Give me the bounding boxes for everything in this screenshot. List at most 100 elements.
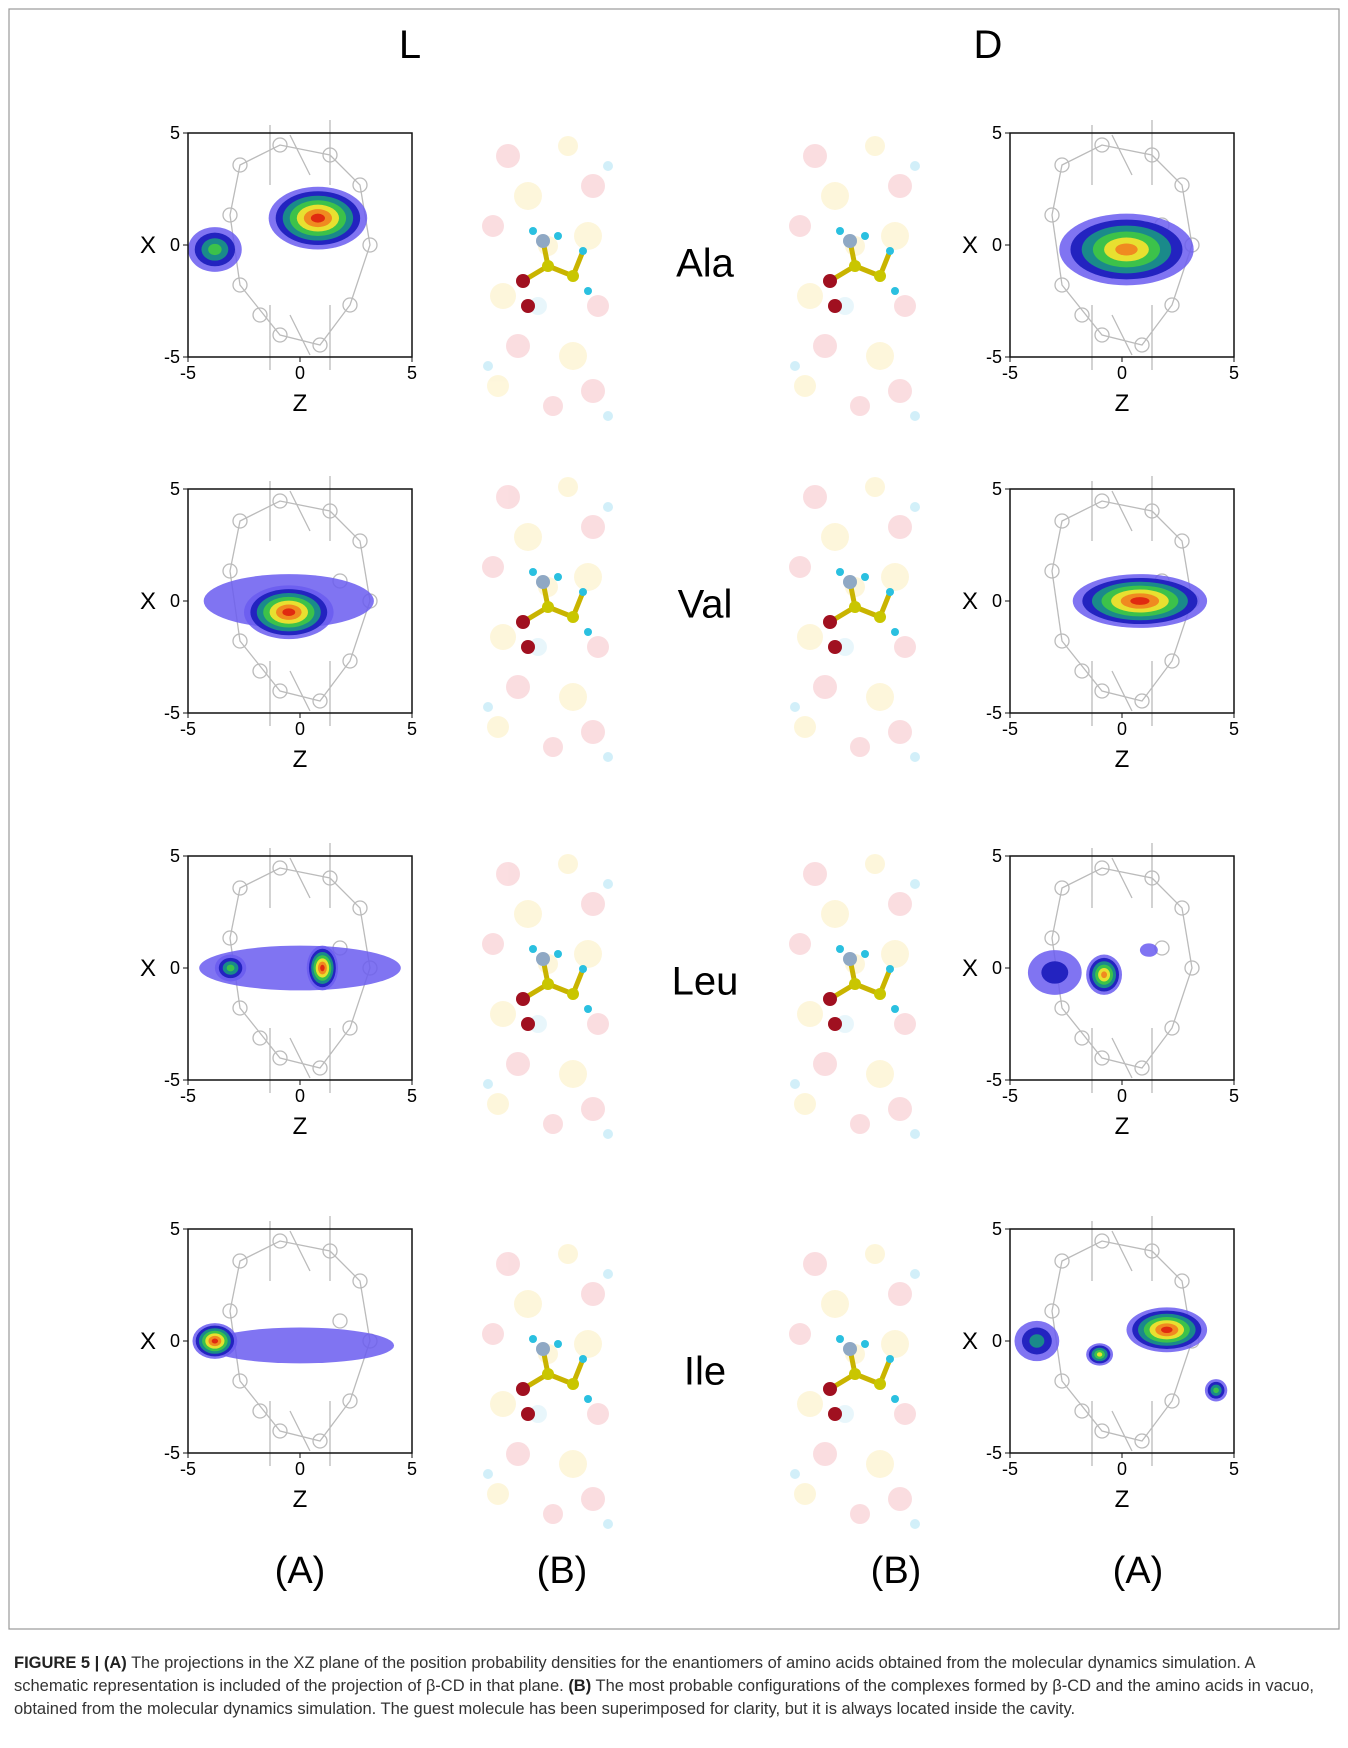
x-axis-label: Z [1115,390,1130,417]
figure-border [8,8,1340,1630]
density-contour [211,1338,219,1344]
density-contour [1213,1387,1219,1394]
panel-label: (B) [537,1550,588,1592]
y-axis-label: X [962,1328,978,1355]
x-tick-label: 0 [1117,1086,1127,1106]
x-tick-label: 0 [295,1086,305,1106]
y-tick-label: -5 [986,1070,1002,1090]
density-contour [1115,243,1138,256]
x-tick-label: 5 [407,1086,417,1106]
x-tick-label: 0 [1117,1459,1127,1479]
y-tick-label: -5 [986,1443,1002,1463]
y-axis-label: X [140,232,156,259]
panel-label: (B) [871,1550,922,1592]
caption-label: (B) [568,1677,592,1695]
x-tick-label: 0 [295,363,305,383]
amino-acid-label: Ile [684,1350,726,1394]
y-axis-label: X [962,232,978,259]
amino-acid-label: Leu [672,960,739,1004]
y-axis-label: X [140,588,156,615]
y-tick-label: -5 [986,703,1002,723]
y-tick-label: 0 [170,958,180,978]
x-tick-label: 0 [1117,363,1127,383]
x-tick-label: 5 [1229,1459,1239,1479]
x-axis-label: Z [1115,746,1130,773]
density-contour [1130,597,1150,605]
x-tick-label: -5 [180,1086,196,1106]
y-axis-label: X [140,955,156,982]
column-header: D [974,23,1003,67]
x-tick-label: 5 [1229,719,1239,739]
x-tick-label: -5 [1002,719,1018,739]
column-header: L [399,23,421,67]
density-contour [282,608,296,617]
x-tick-label: 5 [1229,363,1239,383]
density-contour [1139,943,1158,957]
x-tick-label: 5 [407,1459,417,1479]
y-tick-label: 5 [992,123,1002,143]
y-tick-label: 5 [170,123,180,143]
panel-label: (A) [275,1550,326,1592]
x-tick-label: 5 [407,363,417,383]
density-contour [1161,1326,1173,1334]
density-contour [1041,961,1069,984]
complex-structure [789,1244,920,1529]
figure-graphic: L D Ala-5-50055ZX-5-50055ZXVal-5-50055ZX… [8,8,1340,1630]
y-tick-label: -5 [164,347,180,367]
x-axis-label: Z [293,746,308,773]
complex-structure [482,477,613,762]
complex-structure [789,477,920,762]
y-tick-label: 5 [992,846,1002,866]
y-tick-label: 5 [170,1219,180,1239]
y-tick-label: 0 [170,235,180,255]
complex-structure [482,136,613,421]
x-tick-label: -5 [180,719,196,739]
density-contour [199,945,401,991]
y-tick-label: 5 [170,479,180,499]
x-tick-label: 0 [295,1459,305,1479]
y-tick-label: -5 [164,703,180,723]
caption-label: (A) [103,1654,127,1672]
y-axis-label: X [962,955,978,982]
x-axis-label: Z [293,390,308,417]
x-axis-label: Z [1115,1486,1130,1513]
y-tick-label: 0 [170,591,180,611]
y-tick-label: 5 [992,1219,1002,1239]
caption-text: The most probable configurations of the … [14,1677,1314,1718]
y-tick-label: 0 [170,1331,180,1351]
panel-label: (A) [1113,1550,1164,1592]
x-tick-label: 5 [407,719,417,739]
y-tick-label: 5 [992,479,1002,499]
density-contour [320,964,325,972]
x-tick-label: 0 [295,719,305,739]
y-tick-label: 0 [992,958,1002,978]
y-tick-label: 0 [992,235,1002,255]
caption-text: The projections in the XZ plane of the p… [14,1654,1255,1695]
density-contour [310,213,325,223]
density-contour [226,964,235,972]
density-contour [1029,1334,1045,1348]
x-tick-label: 5 [1229,1086,1239,1106]
y-tick-label: 0 [992,591,1002,611]
x-tick-label: -5 [1002,1086,1018,1106]
complex-structure [789,136,920,421]
x-tick-label: -5 [1002,1459,1018,1479]
x-tick-label: -5 [180,363,196,383]
y-tick-label: -5 [986,347,1002,367]
complex-structure [482,854,613,1139]
x-axis-label: Z [293,1113,308,1140]
complex-structure [789,854,920,1139]
density-contour [208,243,222,256]
amino-acid-label: Ala [676,242,735,286]
x-tick-label: -5 [1002,363,1018,383]
caption: FIGURE 5 | (A) The projections in the XZ… [14,1652,1332,1721]
density-contour [205,1327,395,1364]
x-axis-label: Z [293,1486,308,1513]
y-axis-label: X [140,1328,156,1355]
y-tick-label: 5 [170,846,180,866]
x-tick-label: 0 [1117,719,1127,739]
density-contour [1101,971,1108,979]
y-tick-label: -5 [164,1070,180,1090]
complex-structure [482,1244,613,1529]
